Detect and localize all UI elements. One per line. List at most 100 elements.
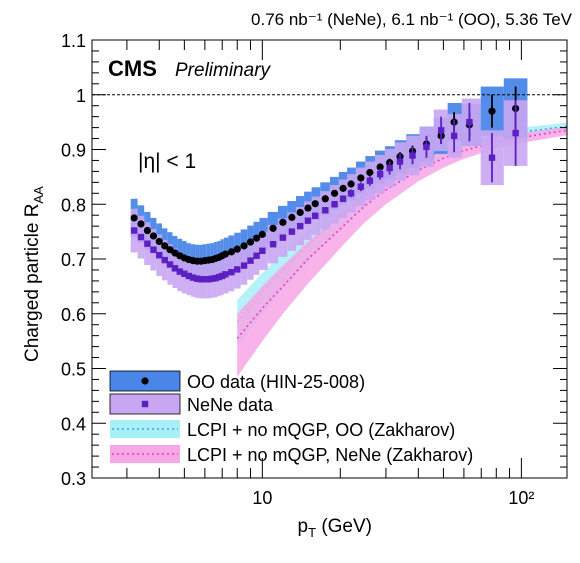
- chart-header: 0.76 nb⁻¹ (NeNe), 6.1 nb⁻¹ (OO), 5.36 Te…: [251, 10, 573, 29]
- nene-data-point: [215, 273, 223, 281]
- nene-data-point: [450, 132, 458, 140]
- nene-data-point: [185, 272, 192, 280]
- nene-data-point: [130, 227, 138, 234]
- nene-data-point: [339, 195, 347, 202]
- legend-swatch-2: [110, 420, 180, 438]
- oo-data-point: [279, 218, 287, 226]
- y-tick-label: 1.1: [61, 31, 86, 51]
- data-points: [130, 86, 520, 283]
- nene-data-point: [181, 270, 188, 277]
- nene-data-point: [253, 252, 260, 259]
- status-label: Preliminary: [175, 60, 272, 81]
- systematic-bands: [130, 78, 568, 377]
- nene-data-point: [386, 164, 393, 172]
- axis-ticks: 0.3 0.4 0.5 0.6 0.7 0.8 0.9 1 1.1 10 10²: [61, 31, 567, 508]
- eta-annotation: |η| < 1: [138, 150, 196, 173]
- oo-data-point: [252, 234, 261, 242]
- nene-data-point: [208, 275, 216, 282]
- legend-label-3: LCPI + no mQGP, NeNe (Zakharov): [187, 445, 473, 465]
- oo-data-point: [488, 107, 496, 115]
- y-tick-label: 0.5: [61, 360, 86, 380]
- oo-data-point: [155, 237, 163, 246]
- y-tick-label: 0.8: [61, 195, 86, 215]
- x-tick-label: 10²: [508, 488, 534, 508]
- oo-data-point: [246, 238, 255, 246]
- nene-data-point: [366, 177, 374, 184]
- oo-data-point: [311, 200, 319, 208]
- legend-label-1: NeNe data: [187, 395, 274, 415]
- nene-data-point: [222, 271, 229, 278]
- y-axis-title: Charged particle RAA: [22, 186, 46, 362]
- oo-data-point: [137, 220, 145, 228]
- x-axis-title: pT (GeV): [298, 516, 372, 540]
- legend-label-2: LCPI + no mQGP, OO (Zakharov): [187, 420, 455, 440]
- nene-data-point: [304, 217, 312, 224]
- y-tick-label: 0.9: [61, 141, 86, 161]
- x-axis-title-sub: T: [308, 525, 316, 540]
- oo-data-point: [288, 213, 296, 221]
- y-tick-label: 0.7: [61, 250, 86, 270]
- oo-data-point: [376, 163, 384, 171]
- nene-data-point: [296, 222, 304, 230]
- nene-data-point: [259, 247, 266, 254]
- legend-marker-0: [141, 377, 149, 385]
- y-tick-label: 0.6: [61, 305, 86, 325]
- nene-data-point: [171, 265, 179, 272]
- oo-data-point: [330, 189, 339, 197]
- nene-data-point: [137, 233, 145, 241]
- y-tick-label: 0.4: [61, 414, 86, 434]
- nene-data-point: [193, 275, 201, 282]
- nene-data-point: [322, 207, 329, 214]
- oo-data-point: [258, 230, 266, 238]
- legend: OO data (HIN-25-008) NeNe data LCPI + no m…: [109, 370, 473, 465]
- nene-data-point: [376, 170, 384, 178]
- nene-data-point: [488, 154, 496, 161]
- oo-data-point: [304, 204, 312, 212]
- oo-data-point: [149, 232, 158, 240]
- legend-marker-1: [141, 400, 149, 408]
- nene-data-point: [156, 251, 163, 259]
- nene-data-point: [288, 228, 296, 235]
- nene-data-point: [234, 266, 241, 273]
- nene-data-point: [409, 152, 416, 159]
- oo-data-point: [130, 214, 138, 222]
- nene-data-point: [269, 241, 277, 248]
- nene-data-point: [189, 274, 197, 281]
- oo-data-point: [366, 168, 374, 177]
- nene-data-point: [312, 212, 319, 219]
- nene-data-point: [396, 158, 404, 165]
- y-tick-label: 1: [76, 86, 86, 106]
- y-axis-title-main: Charged particle R: [22, 204, 43, 362]
- nene-data-point: [176, 268, 183, 275]
- nene-data-point: [357, 183, 365, 190]
- nene-data-point: [247, 257, 254, 264]
- oo-data-point: [357, 174, 365, 182]
- legend-label-0: OO data (HIN-25-008): [187, 372, 365, 392]
- oo-data-point: [221, 250, 229, 258]
- nene-data-point: [150, 246, 157, 253]
- nene-data-point: [466, 118, 473, 126]
- oo-data-point: [339, 184, 347, 192]
- nene-data-point: [144, 240, 151, 247]
- y-axis-title-sub: AA: [31, 186, 46, 204]
- nene-data-point: [347, 190, 355, 197]
- nene-data-point: [331, 201, 338, 208]
- oo-data-point: [240, 242, 248, 250]
- nene-data-point: [512, 129, 519, 137]
- nene-data-point: [161, 256, 168, 264]
- x-tick-label: 10: [252, 488, 272, 508]
- nene-data-point: [166, 261, 174, 268]
- nene-data-point: [205, 276, 212, 283]
- nene-data-point: [212, 274, 219, 282]
- oo-data-point: [296, 208, 304, 217]
- oo-data-point: [269, 224, 277, 232]
- oo-data-point: [143, 226, 152, 235]
- oo-data-point: [161, 242, 169, 250]
- oo-data-point: [321, 195, 329, 203]
- nene-data-point: [423, 143, 430, 150]
- legend-swatch-3: [110, 445, 180, 463]
- oo-data-point: [233, 245, 241, 253]
- nene-data-point: [197, 276, 205, 283]
- nene-data-point: [279, 234, 287, 241]
